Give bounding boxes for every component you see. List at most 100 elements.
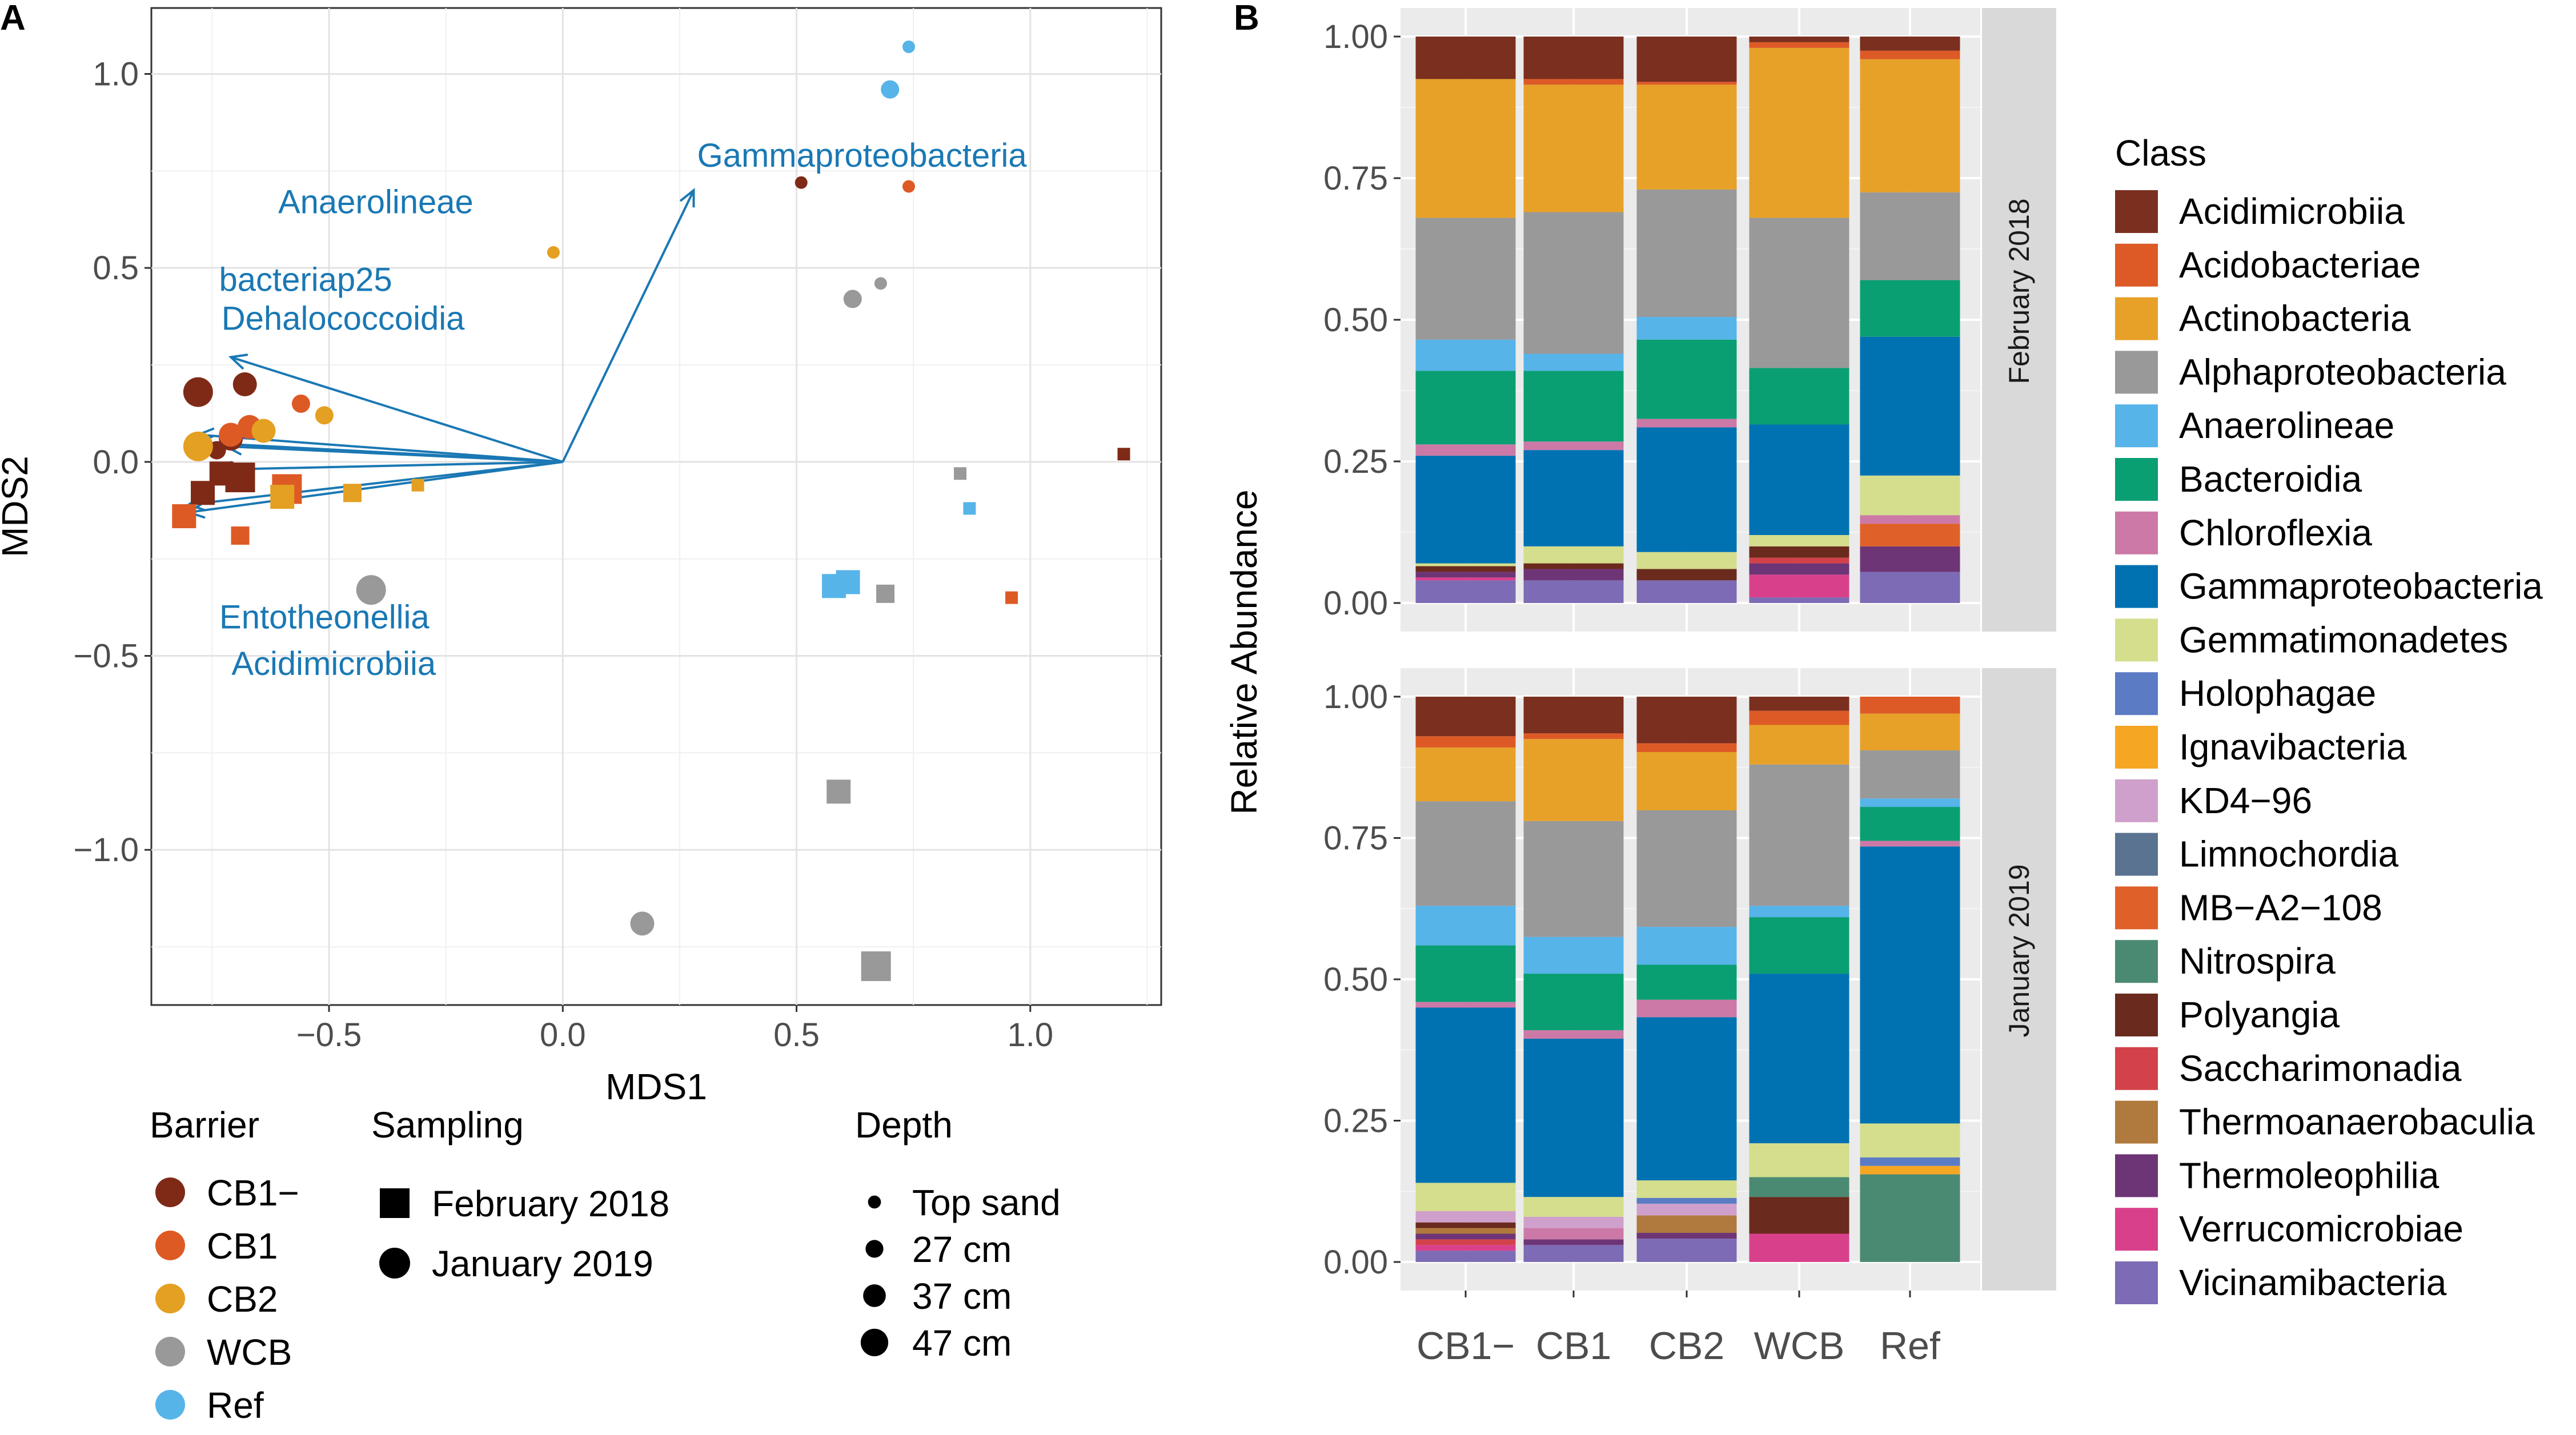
facet-february-2018: 0.00 0.25 0.50 0.75 1.00 February 2018	[1323, 8, 2056, 632]
barrier-legend-label: CB1−	[207, 1172, 299, 1213]
bar-segment-gammaproteobacteria	[1860, 336, 1960, 476]
abundance-x-tick-label: Ref	[1880, 1324, 1940, 1368]
abundance-y-tick-label: 0.75	[1323, 160, 1388, 197]
class-legend-key	[2115, 351, 2158, 394]
nmds-y-axis-title: MDS2	[0, 456, 35, 557]
depth-legend-key	[865, 1240, 884, 1258]
point-ref-jan2019	[902, 40, 915, 53]
bar-segment-polyangia	[1523, 563, 1624, 569]
bar-segment-bacteroidia	[1860, 807, 1960, 841]
bar-segment-acidobacteriae	[1749, 710, 1849, 725]
nmds-x-ticks: −0.5 0.0 0.5 1.0	[296, 1005, 1053, 1054]
point-wcb-jan2019	[630, 911, 655, 936]
point-cb1-jan2019	[795, 176, 808, 189]
class-legend-label: Anaerolineae	[2179, 405, 2394, 446]
bar-segment-gemmatimonadetes	[1636, 1180, 1737, 1198]
nmds-y-ticks: −1.0 −0.5 0.0 0.5 1.0	[74, 55, 151, 869]
point-ref-jan2019	[881, 80, 900, 99]
bar-segment-chloroflexia	[1415, 1002, 1516, 1008]
bar-segment-vicinamibacteria	[1523, 580, 1624, 603]
vector-unlabeled	[226, 445, 563, 463]
class-legend-key	[2115, 1261, 2158, 1304]
depth-legend-key	[863, 1284, 886, 1307]
bar-segment-acidimicrobiia	[1523, 37, 1624, 79]
bar-segment-polyangia	[1749, 1197, 1849, 1234]
bar-segment-anaerolineae	[1523, 353, 1624, 371]
bar-segment-gammaproteobacteria	[1636, 427, 1737, 552]
bar-segment-alphaproteobacteria	[1523, 821, 1624, 937]
bar-segment-actinobacteria	[1636, 751, 1737, 811]
bar-segment-acidimicrobiia	[1523, 697, 1624, 734]
panel-b-letter: B	[1234, 0, 1259, 38]
bar-segment-gammaproteobacteria	[1636, 1017, 1737, 1181]
bar-segment-thermoleophilia	[1749, 563, 1849, 575]
class-legend: Class Acidimicrobiia Acidobacteriae Actinob…	[2115, 132, 2543, 1304]
bar-segment-verrucomicrobiae	[1749, 574, 1849, 598]
class-legend-key	[2115, 886, 2158, 930]
barrier-legend-key	[155, 1231, 185, 1260]
bar-segment-vicinamibacteria	[1636, 580, 1737, 603]
depth-legend-title: Depth	[855, 1104, 953, 1145]
class-legend-label: Acidobacteriae	[2179, 244, 2421, 286]
bar-segment-vicinamibacteria	[1636, 1239, 1737, 1262]
bar-segment-alphaproteobacteria	[1749, 218, 1849, 368]
x-tick-label: 0.0	[540, 1016, 586, 1054]
class-legend-key	[2115, 726, 2158, 769]
bar-segment-ignavibacteria	[1860, 1165, 1960, 1175]
class-legend-key	[2115, 190, 2158, 233]
point-cb2-feb2018	[411, 479, 424, 492]
class-legend-key	[2115, 565, 2158, 608]
bar-segment-gemmatimonadetes	[1860, 1123, 1960, 1157]
bar-segment-acidobacteriae	[1636, 743, 1737, 752]
bar-segment-actinobacteria	[1749, 725, 1849, 765]
bar-segment-acidimicrobiia	[1749, 697, 1849, 711]
nmds-gridlines	[151, 8, 1161, 1005]
point-cb1-feb2018	[172, 504, 196, 528]
bar-segment-anaerolineae	[1860, 798, 1960, 807]
barrier-legend-key	[155, 1337, 185, 1366]
bar-segment-bacteroidia	[1860, 280, 1960, 337]
class-legend-label: Holophagae	[2179, 673, 2376, 714]
bar-segment-chloroflexia	[1523, 1030, 1624, 1039]
abundance-facets: 0.00 0.25 0.50 0.75 1.00 February 2018 0.00 0.2…	[1323, 8, 2056, 1291]
class-legend-title: Class	[2115, 132, 2206, 174]
bar-segment-alphaproteobacteria	[1860, 750, 1960, 799]
bar-segment-anaerolineae	[1636, 927, 1737, 965]
bar-segment-bacteroidia	[1523, 974, 1624, 1031]
abundance-x-tick-label: CB1−	[1417, 1324, 1515, 1368]
y-tick-label: 0.5	[93, 250, 139, 287]
class-legend-key	[2115, 672, 2158, 716]
bar-segment-polyangia	[1415, 1222, 1516, 1228]
bar-segment-alphaproteobacteria	[1636, 189, 1737, 317]
bar-segment-vicinamibacteria	[1523, 1245, 1624, 1262]
class-legend-label: Thermoanaerobaculia	[2179, 1102, 2535, 1143]
class-legend-key	[2115, 994, 2158, 1036]
point-wcb-feb2018	[954, 467, 967, 480]
abundance-y-tick-label: 0.25	[1323, 1103, 1388, 1140]
facet-strip-label: February 2018	[2003, 198, 2035, 384]
point-cb2-feb2018	[270, 485, 295, 509]
bar-segment-thermoleophilia	[1523, 569, 1624, 581]
barrier-legend-label: CB2	[207, 1279, 278, 1320]
vector-label-gammaproteobacteria: Gammaproteobacteria	[697, 137, 1028, 174]
vector-label-bacteriap25: bacteriap25	[219, 262, 392, 299]
bar-segment-alphaproteobacteria	[1415, 218, 1516, 340]
barrier-legend-label: Ref	[207, 1385, 264, 1426]
bar-segment-polyangia	[1415, 566, 1516, 572]
depth-legend-label: 47 cm	[912, 1323, 1012, 1364]
class-legend-label: Verrucomicrobiae	[2179, 1208, 2463, 1249]
nmds-x-axis-title: MDS1	[605, 1066, 707, 1107]
vector-arrowhead	[228, 353, 248, 370]
bar-segment-nitrospira	[1860, 1174, 1960, 1262]
depth-legend-label: 27 cm	[912, 1229, 1012, 1270]
bar-segment-acidobacteriae	[1860, 50, 1960, 59]
bar-segment-holophagae	[1636, 1197, 1737, 1204]
depth-legend-label: 37 cm	[912, 1276, 1012, 1317]
class-legend-key	[2115, 779, 2158, 822]
bar-segment-bacteroidia	[1523, 371, 1624, 442]
y-tick-label: 1.0	[93, 55, 139, 93]
bar-segment-acidobacteriae	[1523, 79, 1624, 85]
bar-segment-vicinamibacteria	[1415, 580, 1516, 603]
barrier-legend-label: CB1	[207, 1225, 278, 1267]
bar-segment-actinobacteria	[1749, 47, 1849, 218]
